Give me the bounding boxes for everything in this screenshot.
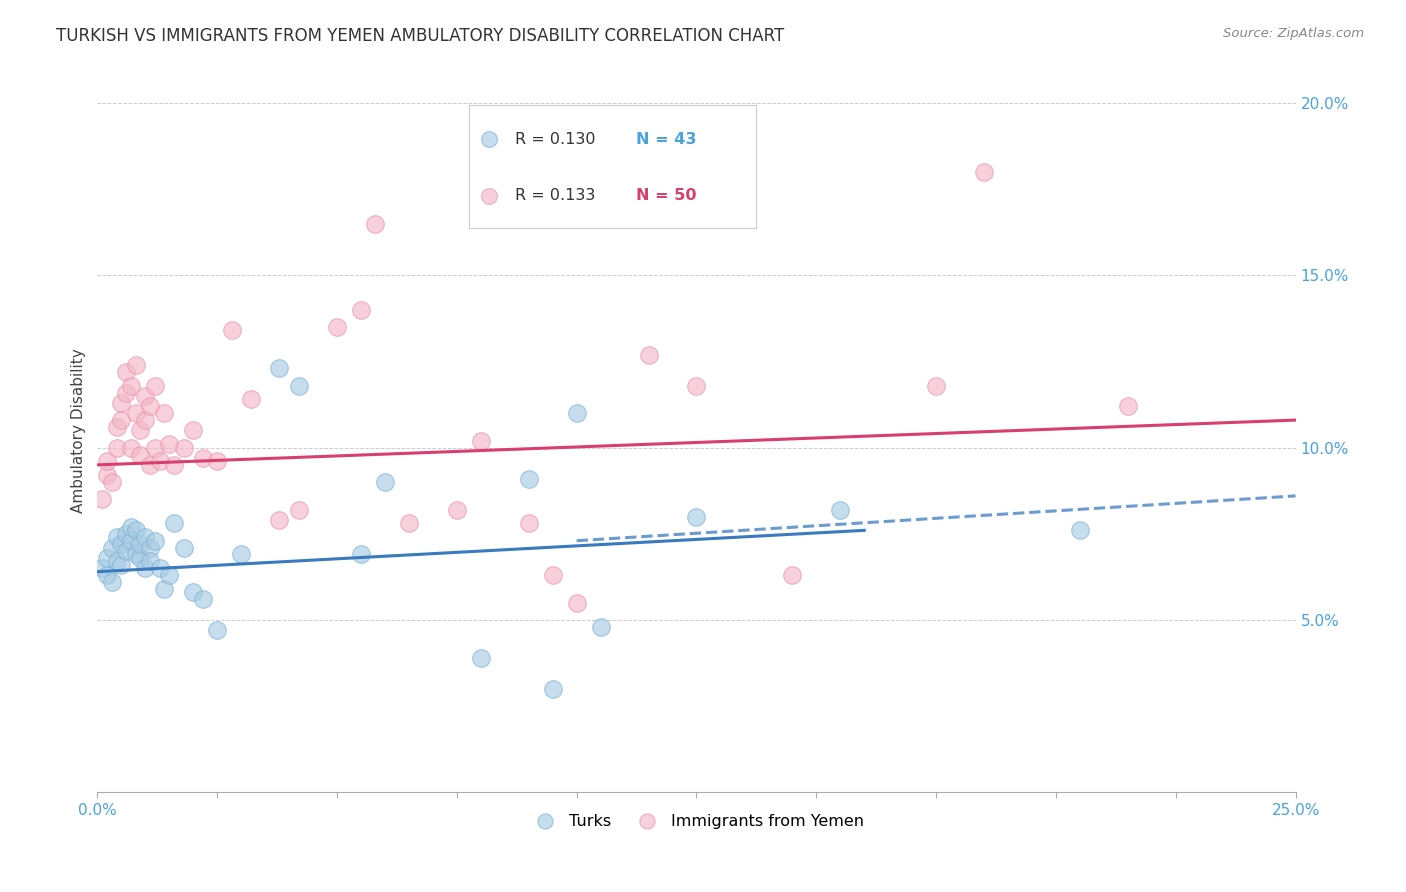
Point [105,530,128,544]
Point [91,492,114,507]
Point [830,502,852,516]
Point [685,378,707,392]
Point [125,524,148,538]
Point [110,396,132,410]
Point [125,406,148,420]
Point [134,389,156,403]
Point [181,585,204,599]
Point [110,558,132,572]
Point [115,365,138,379]
Point [231,548,253,562]
Point [120,520,142,534]
Point [589,620,612,634]
Point [91,561,114,575]
Point [96,550,118,565]
Point [350,548,373,562]
Point [120,533,142,548]
Y-axis label: Ambulatory Disability: Ambulatory Disability [72,348,86,513]
Point [134,530,156,544]
Point [269,513,291,527]
Point [115,526,138,541]
Point [925,378,948,392]
Point [149,454,172,468]
Point [565,406,588,420]
Legend: Turks, Immigrants from Yemen: Turks, Immigrants from Yemen [523,807,870,835]
Point [129,448,152,462]
Point [115,385,138,400]
Point [637,348,659,362]
Point [565,596,588,610]
Point [589,127,612,141]
Point [470,651,492,665]
Point [120,378,142,392]
Text: Source: ZipAtlas.com: Source: ZipAtlas.com [1223,27,1364,40]
Point [157,437,180,451]
Point [125,548,148,562]
Point [143,441,166,455]
Point [129,550,152,565]
Point [96,454,118,468]
Point [153,582,176,596]
Point [517,472,540,486]
Point [100,575,122,590]
Point [446,502,468,516]
Point [973,165,995,179]
Point [239,392,262,407]
Point [163,458,186,472]
Point [173,441,195,455]
Point [541,681,564,696]
Point [105,441,128,455]
Point [374,475,396,489]
Point [139,458,162,472]
Point [139,399,162,413]
Point [398,516,420,531]
Point [517,516,540,531]
Point [350,302,373,317]
Point [181,424,204,438]
Point [269,361,291,376]
Point [205,454,228,468]
Point [143,378,166,392]
Text: TURKISH VS IMMIGRANTS FROM YEMEN AMBULATORY DISABILITY CORRELATION CHART: TURKISH VS IMMIGRANTS FROM YEMEN AMBULAT… [56,27,785,45]
Point [149,561,172,575]
Point [1116,399,1139,413]
Point [125,358,148,372]
Point [364,217,387,231]
Point [143,533,166,548]
Point [134,413,156,427]
Point [100,541,122,555]
Point [191,592,214,607]
Point [326,320,349,334]
Point [139,541,162,555]
Point [221,323,243,337]
Point [782,568,804,582]
Point [1069,524,1091,538]
Point [96,568,118,582]
Point [163,516,186,531]
Point [129,537,152,551]
Point [110,413,132,427]
Point [100,475,122,489]
Point [157,568,180,582]
Point [287,502,309,516]
Point [120,441,142,455]
Point [685,509,707,524]
Point [105,420,128,434]
Point [115,544,138,558]
Point [287,378,309,392]
Point [129,424,152,438]
Point [191,450,214,465]
Point [173,541,195,555]
Point [541,568,564,582]
Point [105,554,128,568]
Point [96,468,118,483]
Point [134,561,156,575]
Point [205,624,228,638]
Point [110,537,132,551]
Point [470,434,492,448]
Point [153,406,176,420]
Point [139,554,162,568]
